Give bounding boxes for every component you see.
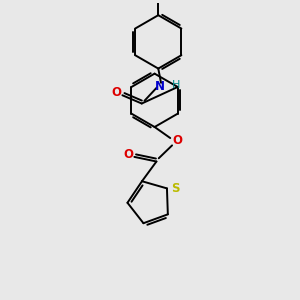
Text: N: N [155,80,165,93]
Text: S: S [171,182,179,195]
Text: H: H [172,80,180,90]
Text: O: O [172,134,182,147]
Text: O: O [123,148,133,161]
Text: O: O [111,86,121,99]
